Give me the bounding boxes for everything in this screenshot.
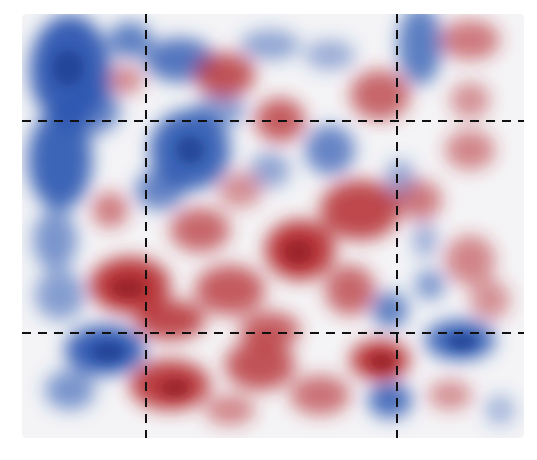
positive-blob: [92, 192, 128, 228]
positive-blob: [135, 300, 205, 340]
positive-blob: [240, 312, 300, 348]
negative-blob: [398, 14, 442, 85]
negative-blob: [135, 170, 185, 210]
positive-blob: [450, 82, 490, 118]
negative-blob: [305, 125, 355, 175]
positive-blob: [320, 180, 400, 240]
negative-blob: [28, 110, 92, 210]
positive-blob: [350, 70, 410, 120]
negative-blob: [485, 395, 515, 425]
field-blobs: [28, 14, 515, 425]
positive-blob: [428, 380, 472, 410]
positive-blob: [195, 265, 265, 315]
positive-core: [284, 240, 312, 264]
negative-blob: [305, 40, 355, 70]
negative-blob: [415, 270, 445, 300]
negative-core: [92, 342, 124, 362]
positive-blob: [225, 340, 295, 390]
negative-blob: [35, 270, 85, 320]
negative-blob: [108, 22, 152, 58]
positive-blob: [398, 180, 442, 220]
positive-blob: [440, 20, 500, 60]
negative-blob: [45, 370, 95, 410]
positive-blob: [470, 280, 510, 320]
negative-blob: [250, 152, 290, 188]
negative-core: [176, 136, 204, 164]
positive-core: [112, 278, 144, 298]
positive-blob: [445, 130, 495, 170]
positive-core: [370, 354, 394, 370]
negative-blob: [240, 30, 300, 60]
positive-blob: [445, 235, 495, 285]
positive-blob: [170, 208, 230, 252]
positive-blob: [290, 375, 350, 415]
negative-blob: [413, 222, 437, 258]
negative-core: [448, 334, 476, 350]
negative-blob: [372, 292, 408, 328]
positive-blob: [218, 172, 262, 208]
negative-blob: [33, 210, 77, 270]
negative-blob: [368, 382, 412, 418]
negative-blob: [195, 92, 245, 128]
positive-blob: [325, 265, 375, 315]
negative-blob: [60, 85, 120, 135]
positive-blob: [107, 66, 143, 94]
guide-lines: [22, 14, 524, 438]
negative-core: [52, 50, 84, 86]
positive-blob: [195, 53, 255, 97]
positive-core: [161, 379, 189, 397]
positive-blob: [205, 395, 255, 425]
